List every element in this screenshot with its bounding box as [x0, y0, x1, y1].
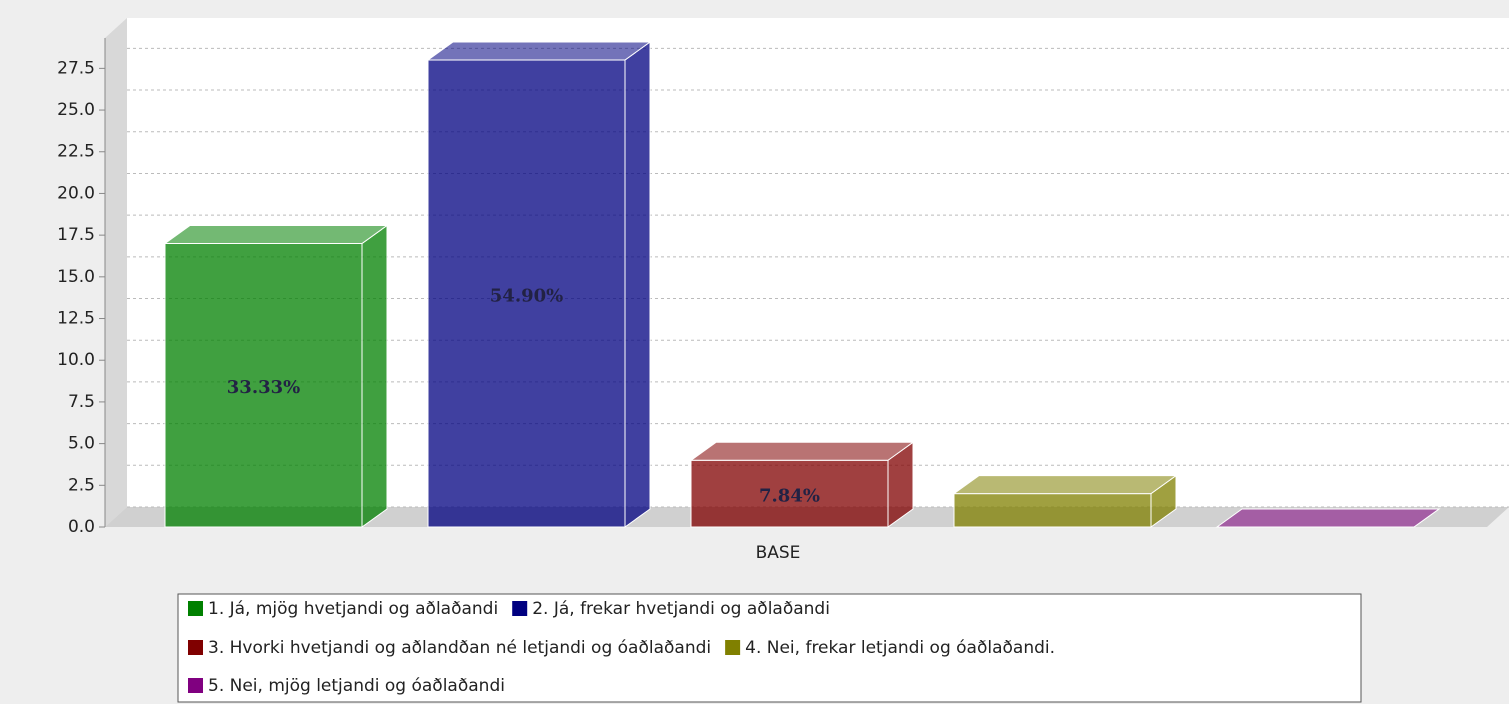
legend-label: 4. Nei, frekar letjandi og óaðlaðandi.: [745, 638, 1055, 658]
legend-swatch: [188, 678, 203, 693]
y-tick-label: 5.0: [68, 434, 95, 454]
legend-swatch: [188, 601, 203, 616]
bar: [427, 59, 626, 528]
legend-swatch: [725, 640, 741, 655]
bar-top: [689, 441, 915, 461]
y-tick-label: 7.5: [68, 392, 95, 412]
bar: [953, 493, 1152, 528]
legend-box: [177, 593, 1362, 703]
y-tick-label: 2.5: [68, 475, 95, 495]
bar-side: [361, 224, 388, 528]
left-wall: [105, 18, 127, 527]
y-tick-label: 25.0: [57, 100, 95, 120]
y-tick-label: 22.5: [57, 142, 95, 162]
legend-swatch: [512, 601, 528, 616]
bar-top: [426, 41, 652, 61]
bar-top: [952, 475, 1178, 495]
y-tick-label: 15.0: [57, 267, 95, 287]
y-tick-label: 12.5: [57, 309, 95, 329]
value-label: 33.33%: [227, 377, 300, 398]
legend-label: 3. Hvorki hvetjandi og aðlandðan né letj…: [208, 638, 711, 658]
legend-swatch: [188, 640, 203, 655]
y-tick-label: 0.0: [68, 517, 95, 537]
x-tick-label: BASE: [756, 543, 801, 563]
bar-top: [163, 224, 389, 244]
y-tick-label: 27.5: [57, 58, 95, 78]
bar-top: [1215, 508, 1441, 528]
bar: [690, 459, 889, 528]
legend-label: 2. Já, frekar hvetjandi og aðlaðandi: [532, 599, 830, 619]
legend-label: 5. Nei, mjög letjandi og óaðlaðandi: [208, 676, 505, 696]
value-label: 54.90%: [490, 286, 563, 307]
y-tick-label: 10.0: [57, 350, 95, 370]
bar: [164, 242, 363, 528]
value-label: 7.84%: [759, 486, 820, 507]
legend-label: 1. Já, mjög hvetjandi og aðlaðandi: [208, 599, 498, 619]
bar-side: [624, 41, 651, 528]
y-tick-label: 20.0: [57, 183, 95, 203]
y-tick-label: 17.5: [57, 225, 95, 245]
